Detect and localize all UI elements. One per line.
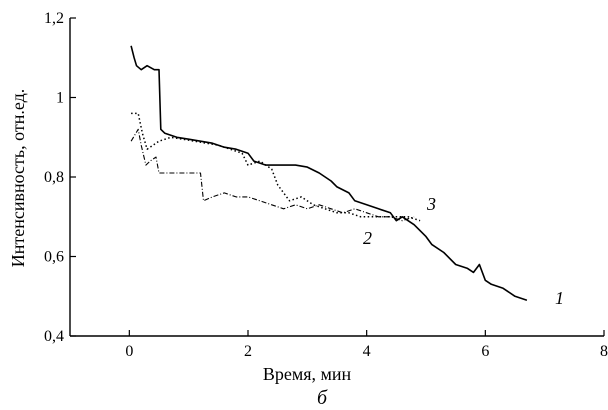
panel-label: б	[317, 387, 328, 409]
y-tick-label: 1	[56, 90, 64, 107]
y-tick-label: 1,2	[44, 10, 64, 27]
y-tick-label: 0,4	[44, 328, 64, 345]
plot-area	[70, 18, 604, 336]
y-axis-label: Интенсивность, отн.ед.	[8, 89, 28, 268]
series-layer	[131, 46, 527, 300]
x-axis-label: Время, мин	[263, 364, 352, 384]
series-line-3	[131, 113, 420, 220]
x-tick-label: 4	[363, 343, 371, 360]
series-label-1: 1	[555, 288, 564, 308]
series-label-3: 3	[426, 194, 436, 214]
series-label-2: 2	[363, 228, 372, 248]
y-tick-label: 0,6	[44, 249, 64, 266]
x-tick-label: 6	[481, 343, 489, 360]
y-tick-label: 0,8	[44, 169, 64, 186]
ticks-layer: 0 2 4 6 8 0,4 0,6 0,8 1 1,2	[44, 10, 608, 360]
x-tick-label: 8	[600, 343, 608, 360]
x-tick-label: 0	[125, 343, 133, 360]
x-tick-label: 2	[244, 343, 252, 360]
